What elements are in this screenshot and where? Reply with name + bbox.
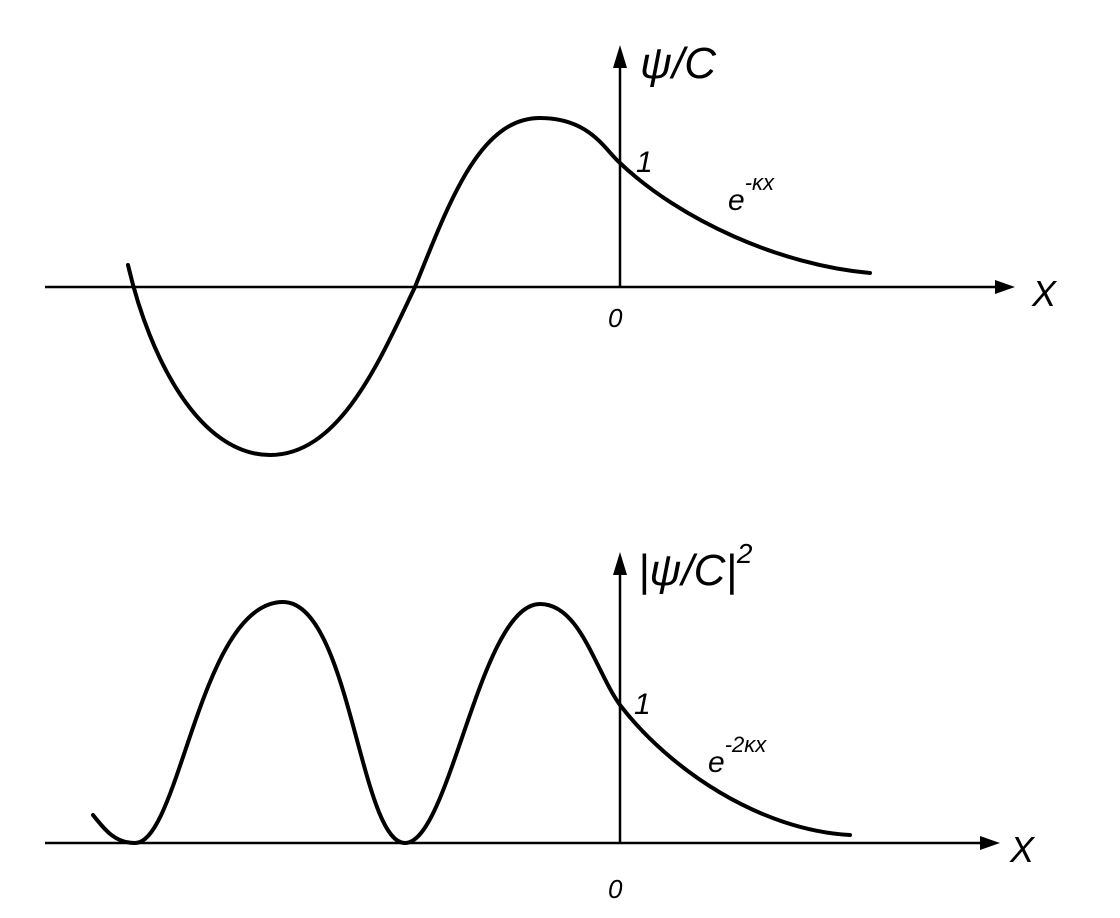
x-axis-arrow xyxy=(980,836,1000,850)
probability-density-curve xyxy=(91,599,852,846)
y-axis-label: ψ/C xyxy=(640,39,717,88)
y-axis-arrow xyxy=(613,45,627,68)
curve-label-base: e xyxy=(728,184,745,217)
origin-label: 0 xyxy=(608,303,623,333)
point-label: 1 xyxy=(634,688,651,721)
y-axis-label: |ψ/C|2 xyxy=(638,538,753,595)
y-axis-arrow xyxy=(613,552,627,575)
x-axis-label: X xyxy=(1009,829,1036,870)
point-label: 1 xyxy=(636,146,653,179)
origin-label: 0 xyxy=(608,874,623,904)
curve-label-base: e xyxy=(708,746,725,779)
top-plot: ψ/C 1 e-κx X 0 xyxy=(45,39,1058,458)
x-axis-label: X xyxy=(1031,273,1058,314)
curve-label: e-2κx xyxy=(708,732,767,779)
x-axis-arrow xyxy=(995,280,1015,294)
curve-label: e-κx xyxy=(728,170,775,217)
bottom-plot: |ψ/C|2 1 e-2κx X 0 xyxy=(45,538,1036,904)
y-axis-label-exponent: 2 xyxy=(736,538,753,569)
y-axis-label-text: |ψ/C| xyxy=(638,546,737,595)
curve-label-exponent: -κx xyxy=(745,170,775,195)
curve-label-exponent: -2κx xyxy=(725,732,768,757)
wave-function-curve xyxy=(126,115,872,458)
